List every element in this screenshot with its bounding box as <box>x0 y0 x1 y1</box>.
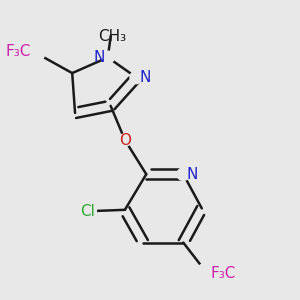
Circle shape <box>177 168 190 181</box>
Text: CH₃: CH₃ <box>98 29 126 44</box>
Circle shape <box>130 71 142 84</box>
Text: N: N <box>139 70 151 85</box>
Circle shape <box>196 262 219 285</box>
Text: O: O <box>119 133 131 148</box>
Text: N: N <box>94 50 105 65</box>
Text: F₃C: F₃C <box>210 266 236 281</box>
Circle shape <box>79 203 96 220</box>
Circle shape <box>101 51 114 64</box>
Text: F₃C: F₃C <box>5 44 31 59</box>
Text: N: N <box>186 167 197 182</box>
Circle shape <box>22 40 45 63</box>
Text: Cl: Cl <box>80 204 95 219</box>
Circle shape <box>103 18 121 34</box>
Circle shape <box>118 134 131 146</box>
